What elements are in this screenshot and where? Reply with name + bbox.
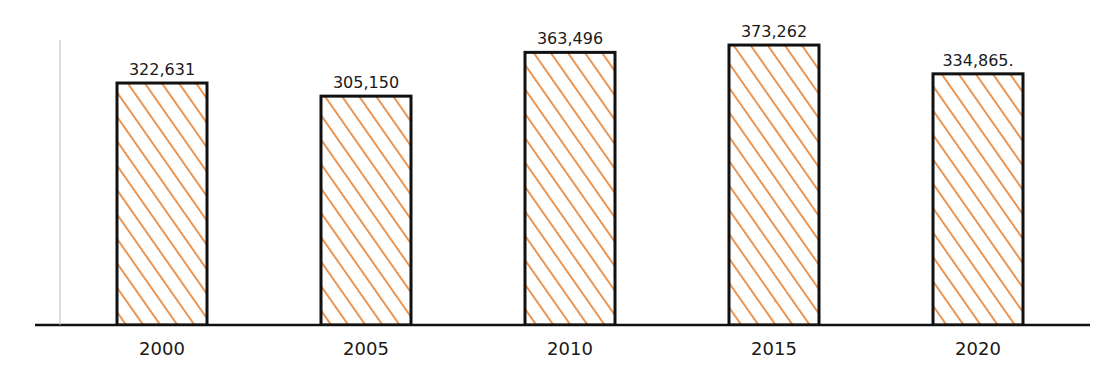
x-tick-label: 2020 <box>955 338 1001 359</box>
bar <box>321 96 411 325</box>
x-tick-label: 2005 <box>343 338 389 359</box>
data-label: 305,150 <box>333 73 399 92</box>
x-tick-label: 2015 <box>751 338 797 359</box>
x-tick-label: 2000 <box>139 338 185 359</box>
bar <box>117 83 207 325</box>
bars <box>117 45 1023 325</box>
bar <box>729 45 819 325</box>
chart: 322,631 305,150 363,496 373,262 334,865. 2000… <box>0 0 1114 377</box>
data-label: 373,262 <box>741 22 807 41</box>
data-label: 363,496 <box>537 29 603 48</box>
y-axis <box>60 40 61 325</box>
bar <box>933 74 1023 325</box>
x-tick-label: 2010 <box>547 338 593 359</box>
bar <box>525 52 615 325</box>
x-axis <box>35 324 1090 327</box>
data-label: 334,865. <box>942 51 1013 70</box>
data-label: 322,631 <box>129 60 195 79</box>
